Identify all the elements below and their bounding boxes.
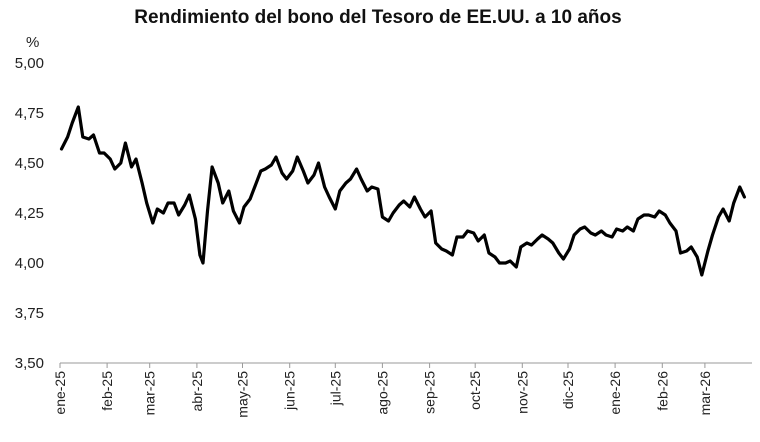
series-line bbox=[59, 105, 746, 277]
chart-title: Rendimiento del bono del Tesoro de EE.UU… bbox=[134, 7, 621, 28]
y-tick-label: 5,00 bbox=[15, 55, 44, 72]
y-axis-ticks: 3,50 3,75 4,00 4,25 4,50 4,75 5,00 bbox=[15, 55, 44, 372]
y-tick-label: 4,50 bbox=[15, 155, 44, 172]
y-tick-label: 4,00 bbox=[15, 255, 44, 272]
x-tick-label: mar-26 bbox=[697, 371, 713, 416]
x-tick-label: nov-25 bbox=[514, 371, 530, 414]
y-tick-label: 3,50 bbox=[15, 355, 44, 372]
x-tick-label: feb-26 bbox=[654, 371, 670, 411]
x-tick-label: ago-25 bbox=[374, 371, 390, 415]
x-tick-label: mar-25 bbox=[142, 371, 158, 416]
y-tick-label: 4,75 bbox=[15, 105, 44, 122]
x-tick-label: may-25 bbox=[235, 371, 251, 418]
x-tick-label: jun-25 bbox=[282, 371, 298, 411]
y-tick-label: 4,25 bbox=[15, 205, 44, 222]
x-tick-label: ene-25 bbox=[52, 371, 68, 415]
series-group bbox=[59, 105, 746, 277]
x-tick-label: sep-25 bbox=[422, 371, 438, 414]
x-axis-ticks: ene-25 feb-25 mar-25 abr-25 may-25 jun-25 jul-… bbox=[52, 363, 713, 418]
x-tick-label: oct-25 bbox=[467, 371, 483, 410]
x-tick-label: feb-25 bbox=[99, 371, 115, 411]
x-tick-label: dic-25 bbox=[560, 371, 576, 409]
y-tick-label: 3,75 bbox=[15, 305, 44, 322]
x-tick-label: abr-25 bbox=[189, 371, 205, 412]
y-axis-unit-label: % bbox=[26, 34, 39, 51]
x-tick-label: jul-25 bbox=[327, 371, 343, 406]
x-tick-label: ene-26 bbox=[607, 371, 623, 415]
